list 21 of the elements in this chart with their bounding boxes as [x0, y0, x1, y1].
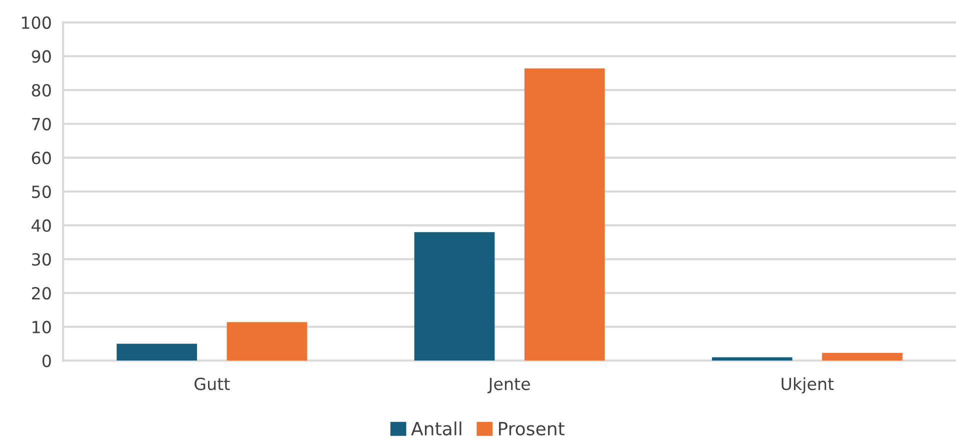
y-tick-label: 100	[22, 16, 51, 29]
bar	[414, 232, 495, 361]
y-tick-label: 0	[42, 354, 51, 368]
x-tick-label: Ukjent	[782, 377, 834, 394]
y-tick-label: 60	[32, 152, 51, 164]
y-tick-label: 70	[32, 118, 51, 130]
x-tick-label: Jente	[487, 378, 530, 394]
legend-label: Prosent	[499, 422, 564, 436]
y-tick-label: 80	[32, 84, 51, 97]
y-tick-label: 20	[32, 286, 51, 300]
y-tick-label: 90	[32, 50, 51, 63]
y-tick-label: 30	[32, 253, 51, 266]
x-tick-label: Gutt	[194, 378, 230, 390]
legend-label: Antall	[411, 422, 462, 436]
y-tick-label: 10	[32, 320, 51, 334]
y-tick-label: 40	[32, 219, 51, 232]
bar	[822, 352, 902, 361]
bar	[524, 68, 605, 361]
bar	[226, 322, 308, 361]
y-tick-label: 50	[32, 185, 51, 198]
bar	[116, 344, 198, 361]
